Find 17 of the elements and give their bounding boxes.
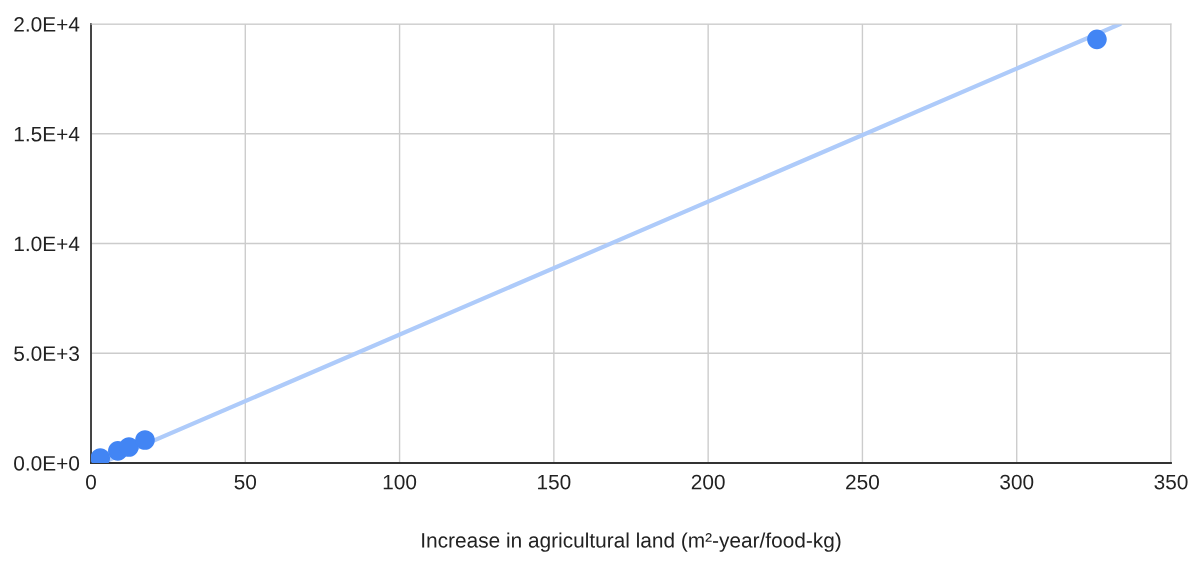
x-tick-label: 0 [86,474,96,490]
x-tick-label: 150 [538,474,571,490]
y-tick-label: 1.5E+4 [14,126,80,142]
y-tick-label: 5.0E+3 [14,346,79,361]
point [135,430,155,450]
point [119,437,139,457]
y-tick-label: 2.0E+4 [14,17,80,32]
x-tick-label: 50 [234,474,257,490]
x-tick-label: 300 [1000,474,1034,490]
y-tick-label: 1.0E+4 [14,236,80,252]
y-tick-label: 0.0E+0 [14,456,80,471]
x-tick-label: 250 [846,474,879,490]
x-tick-label: 200 [691,474,725,490]
x-axis-title: Increase in agricultural land (m²-year/food-kg) [422,532,841,552]
x-tick-label: 100 [383,474,417,490]
point [1087,29,1107,50]
x-tick-label: 350 [1154,474,1188,490]
